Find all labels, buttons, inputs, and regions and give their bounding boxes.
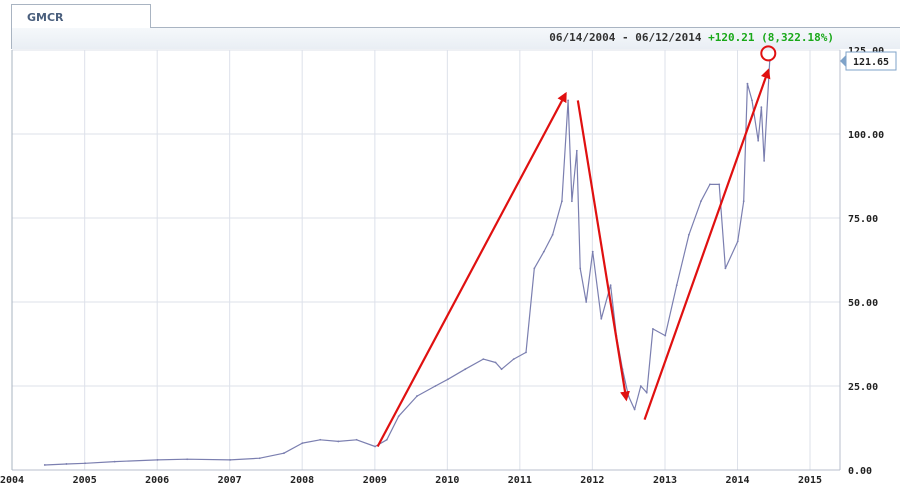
price-point xyxy=(664,334,667,337)
x-tick-label: 2004 xyxy=(0,475,24,486)
price-point xyxy=(319,438,322,441)
price-point xyxy=(447,378,449,381)
price-point xyxy=(627,395,630,397)
price-point xyxy=(591,250,594,253)
tab-label: GMCR xyxy=(27,11,64,24)
price-point xyxy=(585,301,588,303)
price-point xyxy=(482,358,485,361)
last-price-pointer xyxy=(840,55,846,67)
y-tick-label: 100.00 xyxy=(848,130,884,141)
x-tick-label: 2009 xyxy=(363,475,387,486)
price-point xyxy=(718,183,721,186)
price-point xyxy=(416,395,418,397)
price-point xyxy=(374,445,376,448)
price-point xyxy=(464,368,467,371)
series-layer xyxy=(43,60,771,466)
grid xyxy=(11,49,840,471)
price-point xyxy=(567,99,570,102)
price-callout: 121.65 xyxy=(840,51,897,71)
price-point xyxy=(724,267,727,270)
price-point xyxy=(43,464,46,466)
x-tick-label: 2015 xyxy=(798,475,822,486)
y-tick-label: 0.00 xyxy=(848,466,872,477)
x-tick-label: 2006 xyxy=(145,475,169,486)
axes: 0.0025.0050.0075.00100.00125.00200420052… xyxy=(0,46,884,486)
price-point xyxy=(186,458,189,461)
price-point xyxy=(65,463,68,465)
price-point xyxy=(156,459,159,461)
price-point xyxy=(494,361,497,364)
date-range: 06/14/2004 - 06/12/2014 xyxy=(549,31,702,44)
price-point xyxy=(633,408,636,411)
price-point xyxy=(757,139,760,142)
price-point xyxy=(301,442,304,445)
price-point xyxy=(742,200,745,203)
price-point xyxy=(355,438,358,441)
price-point xyxy=(500,368,503,371)
annotations xyxy=(376,45,777,447)
y-tick-label: 75.00 xyxy=(848,214,878,225)
price-point xyxy=(579,267,582,270)
price-change: +120.21 (8,322.18%) xyxy=(708,31,834,44)
price-point xyxy=(736,240,739,243)
range-summary: 06/14/2004 - 06/12/2014 +120.21 (8,322.1… xyxy=(549,31,834,44)
price-point xyxy=(763,159,766,162)
last-price-box xyxy=(845,51,897,71)
x-tick-label: 2014 xyxy=(725,475,749,486)
x-tick-label: 2013 xyxy=(653,475,677,486)
price-point xyxy=(258,457,261,460)
trend-arrow xyxy=(376,91,567,447)
price-point xyxy=(609,284,612,287)
price-point xyxy=(600,317,603,320)
price-point xyxy=(229,459,231,461)
x-tick-label: 2007 xyxy=(218,475,242,486)
price-point xyxy=(113,460,116,463)
price-point xyxy=(533,267,536,270)
trend-arrow xyxy=(576,100,630,402)
x-tick-label: 2011 xyxy=(508,475,532,486)
price-line xyxy=(44,61,771,466)
last-price-label: 121.65 xyxy=(853,57,889,68)
price-point xyxy=(652,327,654,330)
x-tick-label: 2012 xyxy=(580,475,604,486)
price-point xyxy=(525,351,527,354)
y-tick-label: 25.00 xyxy=(848,382,878,393)
price-point xyxy=(645,391,648,394)
price-point xyxy=(639,385,642,387)
trend-arrow xyxy=(643,68,771,420)
price-point xyxy=(282,452,285,455)
price-point xyxy=(700,200,702,203)
x-tick-label: 2010 xyxy=(435,475,459,486)
price-point xyxy=(337,440,340,443)
price-point xyxy=(746,82,749,85)
price-point xyxy=(570,200,573,203)
highlight-circle xyxy=(760,45,777,62)
price-point xyxy=(84,462,86,465)
price-point xyxy=(385,438,388,441)
price-point xyxy=(675,284,678,287)
x-tick-label: 2008 xyxy=(290,475,314,486)
price-point xyxy=(542,250,545,253)
price-point xyxy=(551,233,554,236)
price-point xyxy=(687,233,690,236)
header-bar xyxy=(11,27,900,49)
tab-gmcr[interactable]: GMCR xyxy=(11,4,151,28)
price-point xyxy=(760,106,763,109)
price-point xyxy=(709,183,711,186)
price-point xyxy=(434,385,437,387)
price-point xyxy=(397,415,400,418)
price-point xyxy=(561,200,563,203)
y-tick-label: 50.00 xyxy=(848,298,878,309)
price-point xyxy=(512,358,515,361)
x-tick-label: 2005 xyxy=(73,475,97,486)
price-point xyxy=(575,149,578,152)
price-point xyxy=(751,99,753,102)
